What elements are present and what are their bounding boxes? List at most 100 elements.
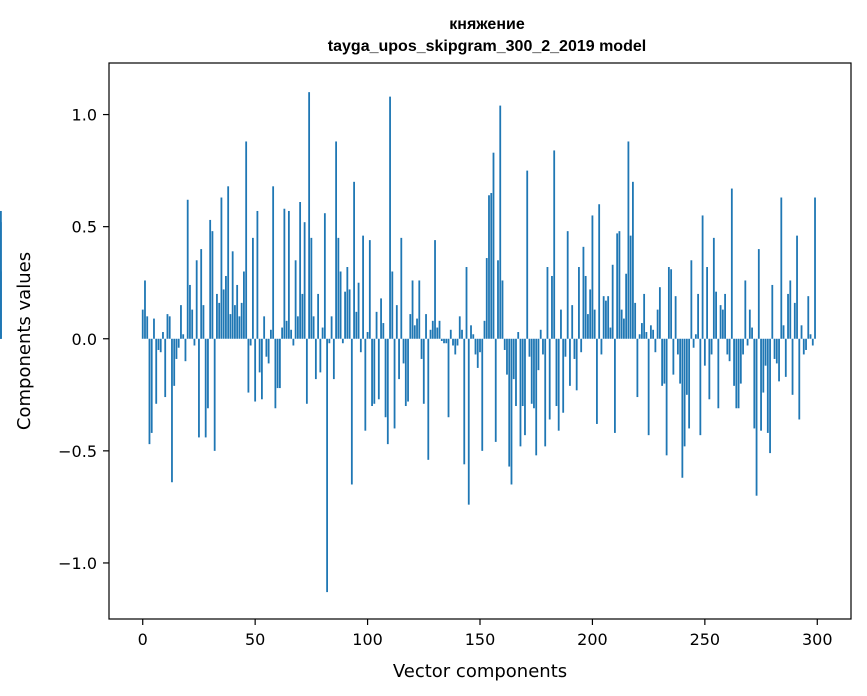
bar-141	[458, 316, 461, 339]
bar-262	[730, 188, 733, 339]
bar-80	[321, 327, 324, 339]
bar-100	[366, 332, 369, 339]
bar-234	[667, 267, 670, 339]
bar-241	[683, 338, 686, 447]
bar-69	[296, 316, 299, 339]
bar-230	[658, 287, 661, 339]
bar-298	[811, 338, 814, 346]
bar-116	[402, 338, 405, 364]
bar-191	[571, 305, 574, 339]
bar-7	[157, 338, 160, 350]
chart-title: княжение	[449, 16, 525, 33]
bar-104	[375, 311, 378, 339]
bar-1	[144, 280, 146, 339]
bar-297	[809, 334, 812, 339]
bar-176	[537, 338, 540, 371]
bar-88	[339, 271, 342, 339]
bar-74	[308, 92, 311, 339]
y-axis-label: Components values	[14, 252, 35, 430]
bar-227	[652, 329, 655, 339]
bar-124	[420, 338, 423, 359]
bar-125	[422, 338, 425, 404]
bar-146	[470, 325, 472, 339]
bar-145	[467, 338, 470, 505]
bar-207	[607, 296, 610, 339]
bar-181	[548, 338, 551, 420]
bar-56	[267, 338, 270, 364]
bar-73	[305, 338, 308, 404]
bar-127	[427, 338, 430, 460]
bar-82	[326, 338, 328, 593]
bar-223	[643, 293, 646, 339]
bar-209	[611, 264, 614, 339]
bar-135	[445, 338, 448, 344]
bar-201	[593, 309, 596, 339]
bar-160	[501, 280, 504, 339]
bar-171	[526, 170, 529, 339]
bar-36	[222, 289, 225, 339]
bar-70	[299, 202, 302, 339]
bar-289	[791, 338, 794, 395]
bar-148	[474, 338, 477, 355]
bar-182	[551, 275, 553, 339]
bar-157	[494, 338, 497, 442]
bar-243	[688, 338, 691, 429]
bar-225	[647, 338, 650, 436]
bar-5	[153, 318, 155, 339]
bar-159	[499, 105, 502, 339]
bar-186	[560, 309, 562, 339]
y-tick-label: 0.5	[72, 218, 97, 237]
bar-224	[645, 332, 648, 339]
bar-221	[638, 334, 641, 339]
bar-192	[573, 338, 576, 359]
bar-220	[636, 338, 639, 398]
bar-64	[285, 320, 288, 339]
bar-76	[312, 316, 315, 339]
bar-109	[386, 338, 389, 445]
bar-215	[625, 273, 628, 339]
bar-65	[287, 210, 290, 339]
x-tick-label: 150	[465, 630, 496, 649]
bar-6	[155, 338, 158, 404]
bar-271	[751, 327, 753, 339]
bar-260	[726, 338, 729, 355]
bar-245	[692, 338, 695, 348]
bar-270	[748, 309, 751, 339]
bar-134	[443, 338, 445, 344]
bar-114	[398, 338, 400, 380]
bar-187	[562, 338, 565, 413]
bar-2	[146, 316, 149, 339]
bar-131	[436, 327, 439, 339]
bar-52	[258, 338, 261, 373]
y-tick-label: −1.0	[58, 554, 97, 573]
bar-98	[362, 235, 364, 339]
bar-21	[189, 284, 191, 339]
bar-155	[490, 193, 493, 339]
bar-94	[353, 181, 355, 339]
bar-25	[198, 338, 200, 438]
bar-205	[602, 296, 605, 339]
bar-259	[724, 293, 726, 339]
bar-27	[202, 305, 205, 339]
bar-83	[328, 338, 331, 344]
bar-34	[218, 302, 221, 339]
bar-92	[348, 289, 351, 339]
bar-147	[472, 334, 475, 339]
bar-53	[261, 338, 263, 400]
bar-112	[393, 338, 396, 429]
bar-291	[796, 235, 798, 339]
bar-37	[225, 275, 227, 339]
bar-60	[276, 338, 279, 389]
bar-137	[449, 329, 452, 339]
bar-279	[769, 338, 771, 454]
bar-295	[805, 338, 807, 350]
bar-78	[317, 293, 320, 339]
y-tick-label: −0.5	[58, 442, 97, 461]
bar-268	[744, 280, 747, 339]
x-tick-label: 250	[690, 630, 721, 649]
bar-184	[555, 338, 558, 407]
bar-140	[456, 338, 459, 346]
bar-152	[483, 320, 486, 339]
bar-288	[789, 280, 792, 339]
bar-285	[782, 325, 785, 339]
